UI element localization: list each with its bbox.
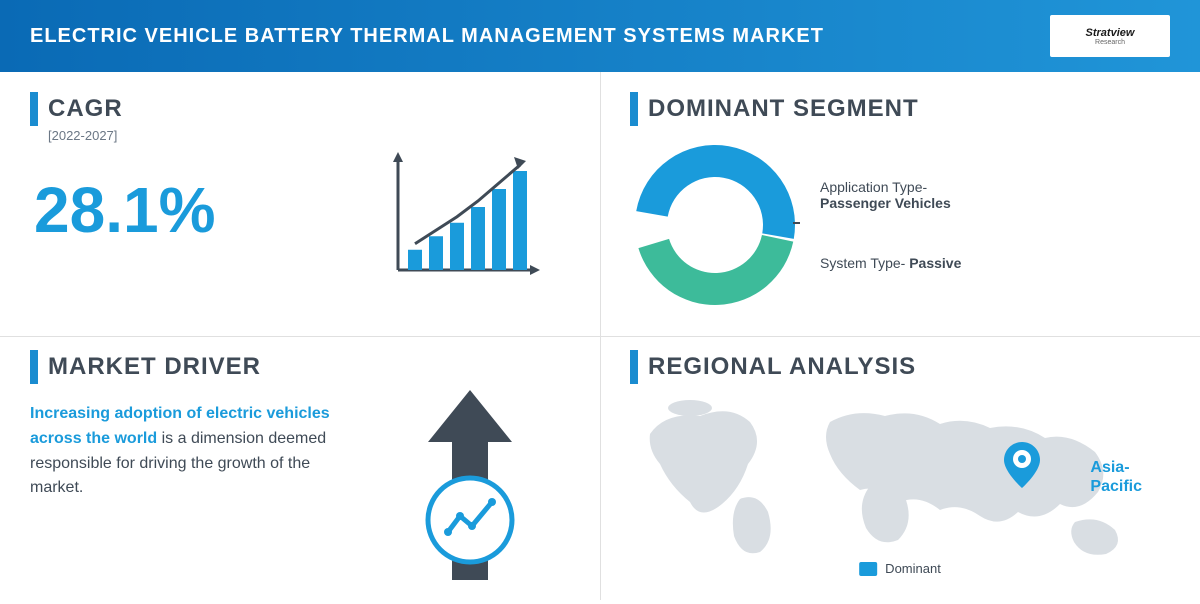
regional-panel: REGIONAL ANALYSIS Asia-Pacific [600, 330, 1200, 604]
donut-legend: Application Type- Passenger Vehicles Sys… [820, 179, 961, 271]
section-accent-bar [630, 92, 638, 126]
section-accent-bar [30, 350, 38, 384]
donut-chart-icon [630, 140, 800, 310]
donut-label-0-bold: Passenger Vehicles [820, 195, 951, 211]
regional-heading: REGIONAL ANALYSIS [630, 350, 1170, 384]
upward-arrow-icon [410, 390, 530, 580]
dominant-title-text: DOMINANT SEGMENT [648, 95, 919, 123]
donut-label-0: Application Type- Passenger Vehicles [820, 179, 961, 211]
dominant-panel: DOMINANT SEGMENT Application Type- Passe… [600, 72, 1200, 330]
section-accent-bar [30, 92, 38, 126]
driver-heading: MARKET DRIVER [30, 350, 570, 384]
page-title: ELECTRIC VEHICLE BATTERY THERMAL MANAGEM… [30, 24, 824, 48]
content-grid: CAGR [2022-2027] 28.1% DOMINANT SEGMENT … [0, 72, 1200, 600]
dominant-heading: DOMINANT SEGMENT [630, 92, 1170, 126]
map-container: Asia-Pacific Dominant [630, 394, 1170, 584]
driver-panel: MARKET DRIVER Increasing adoption of ele… [0, 330, 600, 604]
donut-label-1-bold: Passive [909, 255, 961, 271]
cagr-title-text: CAGR [48, 95, 123, 123]
legend-swatch [859, 562, 877, 576]
logo-text-top: Stratview [1086, 27, 1135, 39]
cagr-heading: CAGR [30, 92, 570, 126]
brand-logo: Stratview Research [1050, 15, 1170, 57]
donut-label-0-light: Application Type- [820, 179, 927, 195]
driver-title-text: MARKET DRIVER [48, 353, 261, 381]
donut-label-1: System Type- Passive [820, 255, 961, 271]
map-pin-icon [1004, 442, 1040, 488]
donut-label-1-light: System Type- [820, 255, 909, 271]
map-legend: Dominant [859, 561, 941, 576]
driver-body: Increasing adoption of electric vehicles… [30, 402, 330, 501]
section-accent-bar [630, 350, 638, 384]
world-map-icon [630, 394, 1170, 564]
header-bar: ELECTRIC VEHICLE BATTERY THERMAL MANAGEM… [0, 0, 1200, 72]
regional-title-text: REGIONAL ANALYSIS [648, 353, 916, 381]
region-highlight-text: Asia-Pacific [1090, 459, 1142, 495]
logo-text-bottom: Research [1095, 39, 1125, 46]
region-highlight-label: Asia-Pacific [1090, 458, 1142, 496]
growth-chart-icon [390, 152, 540, 282]
cagr-period: [2022-2027] [48, 128, 570, 143]
legend-label: Dominant [885, 561, 941, 576]
cagr-panel: CAGR [2022-2027] 28.1% [0, 72, 600, 330]
donut-container: Application Type- Passenger Vehicles Sys… [630, 140, 1170, 310]
